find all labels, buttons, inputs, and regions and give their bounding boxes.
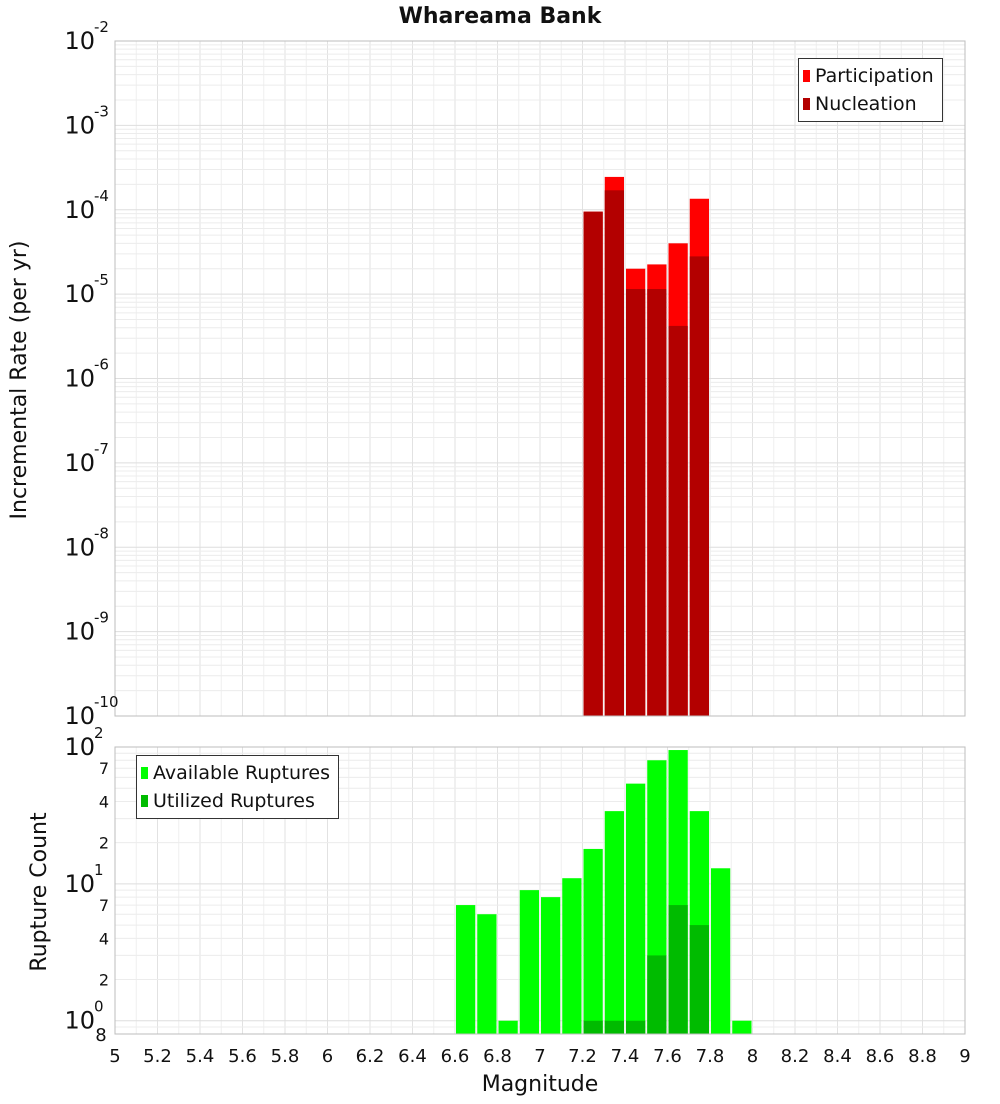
legend-label-participation: Participation [815,65,934,87]
top-y-tick-label: 10 [64,702,95,730]
top-y-tick-exponent: -3 [94,102,109,120]
x-tick-label: 7.2 [568,1046,597,1067]
x-tick-label: 7.4 [611,1046,640,1067]
bottom-y-tick-label: 2 [99,834,109,853]
top-y-axis-label: Incremental Rate (per yr) [7,241,32,520]
bottom-plot-border [114,746,966,1035]
x-axis-label: Magnitude [482,1072,599,1097]
bottom-y-tick-exponent: 2 [94,724,104,742]
bottom-legend: Available Ruptures Utilized Ruptures [136,755,339,819]
top-y-tick-label: 10 [64,618,95,646]
top-bar-nucleation [689,256,709,716]
top-y-tick-label: 10 [64,365,95,393]
x-tick-label: 9 [959,1046,970,1067]
top-legend: Participation Nucleation [798,58,943,122]
top-y-tick-exponent: -2 [94,18,109,36]
top-y-tick-label: 10 [64,27,95,55]
bottom-bar-utilized-ruptures [689,925,709,1034]
bottom-bar-utilized-ruptures [583,1020,603,1034]
top-y-tick-exponent: -10 [94,693,119,711]
top-y-tick-label: 10 [64,196,95,224]
bottom-bar-utilized-ruptures [647,955,667,1034]
x-tick-label: 7 [534,1046,545,1067]
bottom-bar-available-ruptures [519,890,539,1034]
x-tick-label: 8.8 [908,1046,937,1067]
x-tick-label: 8.4 [823,1046,852,1067]
bottom-bar-utilized-ruptures [668,905,688,1034]
bottom-bar-available-ruptures [541,897,561,1034]
x-tick-label: 8.6 [866,1046,895,1067]
top-y-tick-exponent: -8 [94,524,109,542]
top-bar-nucleation [583,211,603,716]
legend-item-available-ruptures: Available Ruptures [141,759,330,787]
bottom-y-tick-label: 4 [99,929,109,948]
bottom-bar-available-ruptures [711,868,731,1034]
top-bar-nucleation [668,325,688,716]
top-y-tick-label: 10 [64,111,95,139]
bottom-bar-available-ruptures [732,1020,752,1034]
legend-label-utilized-ruptures: Utilized Ruptures [153,790,315,812]
x-tick-label: 6.2 [356,1046,385,1067]
x-tick-label: 7.8 [696,1046,725,1067]
top-bar-nucleation [626,289,646,716]
bottom-bar-available-ruptures [477,914,497,1034]
x-tick-label: 6.8 [483,1046,512,1067]
bottom-y-axis-label: Rupture Count [27,812,52,972]
legend-label-available-ruptures: Available Ruptures [153,762,330,784]
bottom-y-tick-label: 10 [64,733,95,761]
top-y-tick-exponent: -7 [94,440,109,458]
legend-item-participation: Participation [803,62,934,90]
bottom-y-tick-label: 10 [64,870,95,898]
legend-label-nucleation: Nucleation [815,93,917,115]
bottom-y-tick-label: 10 [64,1007,95,1035]
bottom-bar-available-ruptures [498,1020,518,1034]
legend-item-utilized-ruptures: Utilized Ruptures [141,787,330,815]
top-y-tick-exponent: -5 [94,271,109,289]
top-y-tick-label: 10 [64,533,95,561]
bottom-y-tick-exponent: 0 [94,998,104,1016]
x-tick-label: 6.6 [441,1046,470,1067]
nucleation-swatch [803,98,810,110]
x-tick-label: 8 [747,1046,758,1067]
chart-title: Whareama Bank [399,4,603,29]
bottom-bar-available-ruptures [626,783,646,1034]
top-bar-nucleation [647,289,667,716]
top-y-tick-exponent: -4 [94,187,109,205]
bottom-y-tick-label: 7 [99,896,109,915]
x-tick-label: 5.8 [271,1046,300,1067]
available-ruptures-swatch [141,767,148,779]
top-y-tick-label: 10 [64,280,95,308]
x-tick-label: 5 [109,1046,120,1067]
top-bar-nucleation [604,190,624,716]
top-plot-border [114,40,966,717]
x-tick-label: 5.2 [143,1046,172,1067]
x-tick-label: 5.6 [228,1046,257,1067]
top-y-tick-exponent: -6 [94,356,109,374]
bottom-bar-available-ruptures [456,905,476,1034]
utilized-ruptures-swatch [141,795,148,807]
top-y-tick-exponent: -9 [94,609,109,627]
x-tick-label: 7.6 [653,1046,682,1067]
bottom-y-tick-label: 4 [99,792,109,811]
bottom-y-min-label: 8 [95,1025,106,1046]
bottom-bar-utilized-ruptures [604,1020,624,1034]
bottom-bar-available-ruptures [583,848,603,1034]
bottom-y-tick-label: 2 [99,971,109,990]
legend-item-nucleation: Nucleation [803,90,934,118]
bottom-y-tick-exponent: 1 [94,861,104,879]
top-y-tick-label: 10 [64,449,95,477]
bottom-bar-available-ruptures [562,878,582,1034]
x-tick-label: 6.4 [398,1046,427,1067]
x-tick-label: 8.2 [781,1046,810,1067]
bottom-y-tick-label: 7 [99,759,109,778]
x-tick-label: 6 [322,1046,333,1067]
bottom-bar-utilized-ruptures [626,1020,646,1034]
participation-swatch [803,70,810,82]
bottom-bar-available-ruptures [604,811,624,1034]
x-tick-label: 5.4 [186,1046,215,1067]
